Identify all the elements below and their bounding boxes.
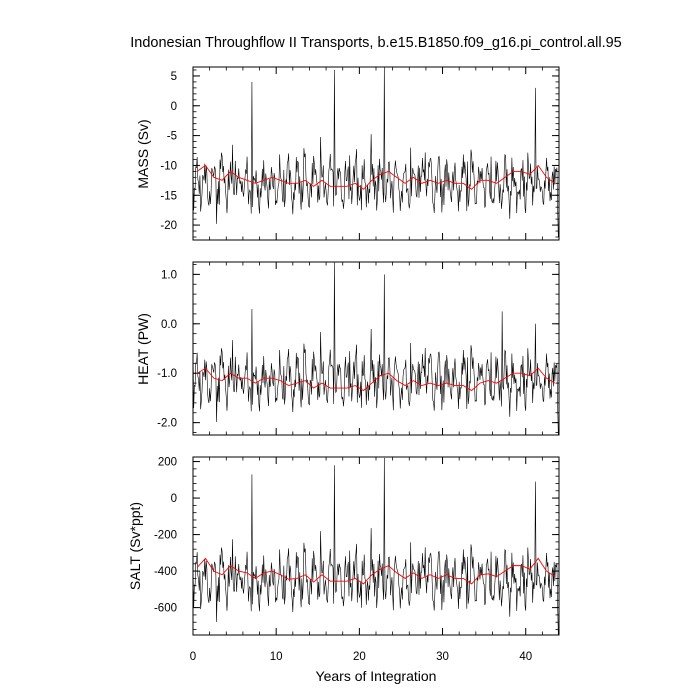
heat-annual-series (196, 367, 556, 392)
x-tick-label: 10 (270, 651, 283, 663)
x-axis: 0 10 20 30 40 (190, 651, 532, 663)
x-tick-label: 40 (519, 651, 532, 663)
mass-ylabel: MASS (Sv) (135, 119, 151, 188)
heat-panel: HEAT (PW) 1.0 0.0 -1.0 -2.0 (135, 261, 560, 436)
mass-annual-series (196, 164, 556, 190)
x-tick-label: 0 (190, 651, 196, 663)
x-tick-label: 20 (353, 651, 366, 663)
mass-plot-frame (192, 66, 560, 241)
salt-axis-ticks: 200 0 -200 -400 -600 (154, 457, 560, 635)
heat-plot-frame (192, 261, 560, 436)
salt-ytick-label: -600 (154, 603, 177, 615)
salt-ylabel: SALT (Sv*ppt) (127, 502, 143, 590)
heat-ytick-label: -1.0 (157, 368, 177, 380)
chart-title: Indonesian Throughflow II Transports, b.… (130, 35, 621, 51)
salt-ytick-label: -200 (154, 530, 177, 542)
mass-ytick-label: -10 (160, 160, 177, 172)
heat-monthly-series (192, 261, 559, 436)
mass-panel: MASS (Sv) 5 0 -5 -10 -15 -20 (135, 66, 560, 241)
mass-ytick-label: -15 (160, 190, 177, 202)
salt-ytick-label: -400 (154, 566, 177, 578)
mass-ytick-label: 5 (171, 71, 177, 83)
salt-annual-line (196, 557, 556, 585)
x-tick-label: 30 (436, 651, 449, 663)
salt-plot-frame (192, 456, 560, 636)
heat-ytick-label: -2.0 (157, 418, 177, 430)
salt-monthly-line (192, 457, 559, 636)
heat-ylabel: HEAT (PW) (135, 313, 151, 385)
salt-ytick-label: 0 (171, 493, 177, 505)
salt-annual-series (196, 557, 556, 585)
mass-monthly-series (192, 66, 559, 238)
mass-ytick-label: -5 (167, 131, 177, 143)
salt-monthly-series (192, 457, 559, 636)
heat-annual-line (196, 367, 556, 392)
mass-ytick-label: -20 (160, 220, 177, 232)
salt-panel: SALT (Sv*ppt) 200 0 -200 -400 -600 (127, 456, 560, 636)
mass-monthly-line (192, 66, 559, 238)
heat-ytick-label: 1.0 (161, 269, 177, 281)
heat-monthly-line (192, 261, 559, 436)
x-axis-label: Years of Integration (316, 668, 437, 684)
mass-annual-line (196, 164, 556, 190)
salt-ytick-label: 200 (158, 457, 177, 469)
mass-ytick-label: 0 (171, 101, 177, 113)
heat-ytick-label: 0.0 (161, 319, 177, 331)
heat-axis-ticks: 1.0 0.0 -1.0 -2.0 (157, 262, 560, 435)
mass-axis-ticks: 5 0 -5 -10 -15 -20 (160, 67, 560, 240)
